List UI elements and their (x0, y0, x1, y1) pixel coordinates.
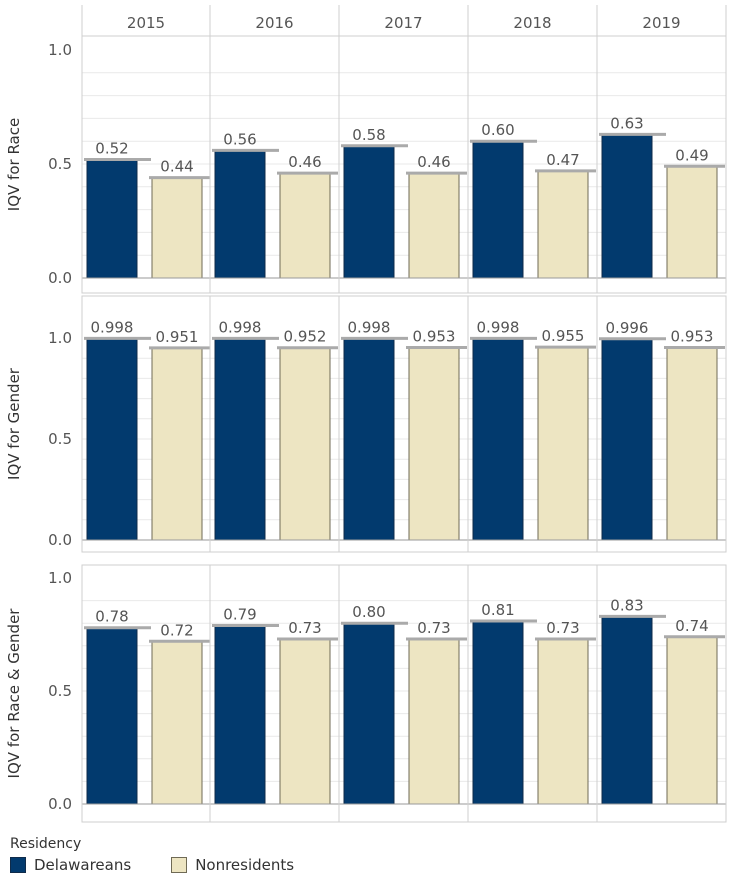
bar-delawareans (601, 133, 653, 279)
data-label: 0.49 (675, 146, 708, 164)
column-header-cell (597, 5, 726, 36)
legend-item-nonresidents[interactable]: Nonresidents (171, 856, 294, 874)
data-label: 0.46 (417, 153, 450, 171)
data-label: 0.74 (675, 617, 708, 635)
y-tick-label: 1.0 (48, 329, 72, 347)
panel-3: 0.0 0.5 1.0 IQV for Race & Gender 0.78 0.72 0.… (5, 564, 727, 823)
data-label: 0.73 (546, 619, 579, 637)
data-label: 0.46 (288, 153, 321, 171)
bar-nonresidents (537, 346, 589, 541)
data-label: 0.72 (160, 621, 193, 639)
data-label: 0.998 (477, 318, 520, 336)
column-header-label: 2015 (127, 14, 165, 32)
legend-title: Residency (10, 836, 82, 852)
bar-nonresidents (279, 172, 331, 279)
y-axis-title: IQV for Gender (5, 367, 23, 480)
y-axis-title: IQV for Race (5, 118, 23, 211)
y-tick-label: 1.0 (48, 569, 72, 587)
bar-delawareans (601, 338, 653, 541)
bar-delawareans (472, 620, 524, 805)
data-label: 0.78 (95, 608, 128, 626)
data-label: 0.996 (606, 319, 649, 337)
data-label: 0.73 (417, 619, 450, 637)
bar-delawareans (214, 149, 266, 279)
data-label: 0.60 (481, 121, 514, 139)
bar-nonresidents (151, 177, 203, 279)
bar-nonresidents (408, 638, 460, 805)
bar-nonresidents (151, 347, 203, 541)
legend-label-nonresidents: Nonresidents (195, 856, 295, 874)
faceted-bar-chart: 2015 2016 2017 2018 2019 0.0 0.5 1.0 IQV for Rac… (5, 5, 727, 823)
column-header-cell (339, 5, 468, 36)
bar-delawareans (214, 624, 266, 805)
panel-1: 0.0 0.5 1.0 IQV for Race 0.52 0.44 0.56 0.46 0.5… (5, 35, 727, 294)
column-header-label: 2019 (642, 14, 680, 32)
data-label: 0.998 (91, 318, 134, 336)
y-tick-label: 0.0 (48, 269, 72, 287)
bar-delawareans (86, 158, 138, 279)
column-header-cell (82, 5, 210, 36)
data-label: 0.83 (610, 596, 643, 614)
bar-delawareans (343, 622, 395, 805)
y-tick-label: 0.5 (48, 155, 72, 173)
bar-nonresidents (408, 172, 460, 279)
y-tick-label: 0.5 (48, 430, 72, 448)
bar-delawareans (601, 615, 653, 805)
data-label: 0.79 (223, 605, 256, 623)
bar-delawareans (343, 337, 395, 541)
bar-nonresidents (666, 346, 718, 541)
bar-nonresidents (537, 638, 589, 805)
data-label: 0.955 (542, 327, 585, 345)
bar-delawareans (343, 145, 395, 279)
column-header-label: 2017 (384, 14, 422, 32)
column-header-label: 2018 (513, 14, 551, 32)
legend-swatch-delawareans (10, 857, 26, 873)
bar-nonresidents (151, 640, 203, 805)
bar-delawareans (472, 337, 524, 541)
data-label: 0.73 (288, 619, 321, 637)
bar-nonresidents (408, 346, 460, 541)
data-label: 0.58 (352, 126, 385, 144)
y-tick-label: 0.0 (48, 795, 72, 813)
data-label: 0.998 (348, 318, 391, 336)
panel-border (81, 35, 727, 294)
y-tick-label: 0.0 (48, 531, 72, 549)
y-tick-label: 0.5 (48, 682, 72, 700)
column-header-label: 2016 (255, 14, 293, 32)
data-label: 0.953 (671, 327, 714, 345)
bar-nonresidents (666, 636, 718, 805)
data-label: 0.951 (156, 328, 199, 346)
panel-border (81, 564, 727, 823)
bar-nonresidents (666, 165, 718, 279)
bar-delawareans (214, 337, 266, 541)
bar-nonresidents (537, 170, 589, 279)
legend: Residency Delawareans Nonresidents (10, 836, 334, 874)
panel-border (81, 295, 727, 553)
data-label: 0.44 (160, 158, 193, 176)
data-label: 0.953 (413, 327, 456, 345)
bar-delawareans (86, 337, 138, 541)
data-label: 0.63 (610, 114, 643, 132)
data-label: 0.998 (219, 318, 262, 336)
panel-2: 0.0 0.5 1.0 IQV for Gender 0.998 0.951 0.998 0.… (5, 295, 727, 553)
column-header-cell (210, 5, 339, 36)
data-label: 0.47 (546, 151, 579, 169)
data-label: 0.80 (352, 603, 385, 621)
data-label: 0.56 (223, 130, 256, 148)
data-label: 0.952 (284, 328, 327, 346)
y-axis-title: IQV for Race & Gender (5, 608, 23, 779)
legend-item-delawareans[interactable]: Delawareans (10, 856, 131, 874)
bar-nonresidents (279, 347, 331, 541)
data-label: 0.52 (95, 139, 128, 157)
bar-delawareans (472, 140, 524, 279)
bar-delawareans (86, 627, 138, 805)
data-label: 0.81 (481, 601, 514, 619)
y-tick-label: 1.0 (48, 41, 72, 59)
column-header-cell (468, 5, 597, 36)
legend-label-delawareans: Delawareans (34, 856, 132, 874)
legend-swatch-nonresidents (171, 857, 188, 873)
bar-nonresidents (279, 638, 331, 805)
